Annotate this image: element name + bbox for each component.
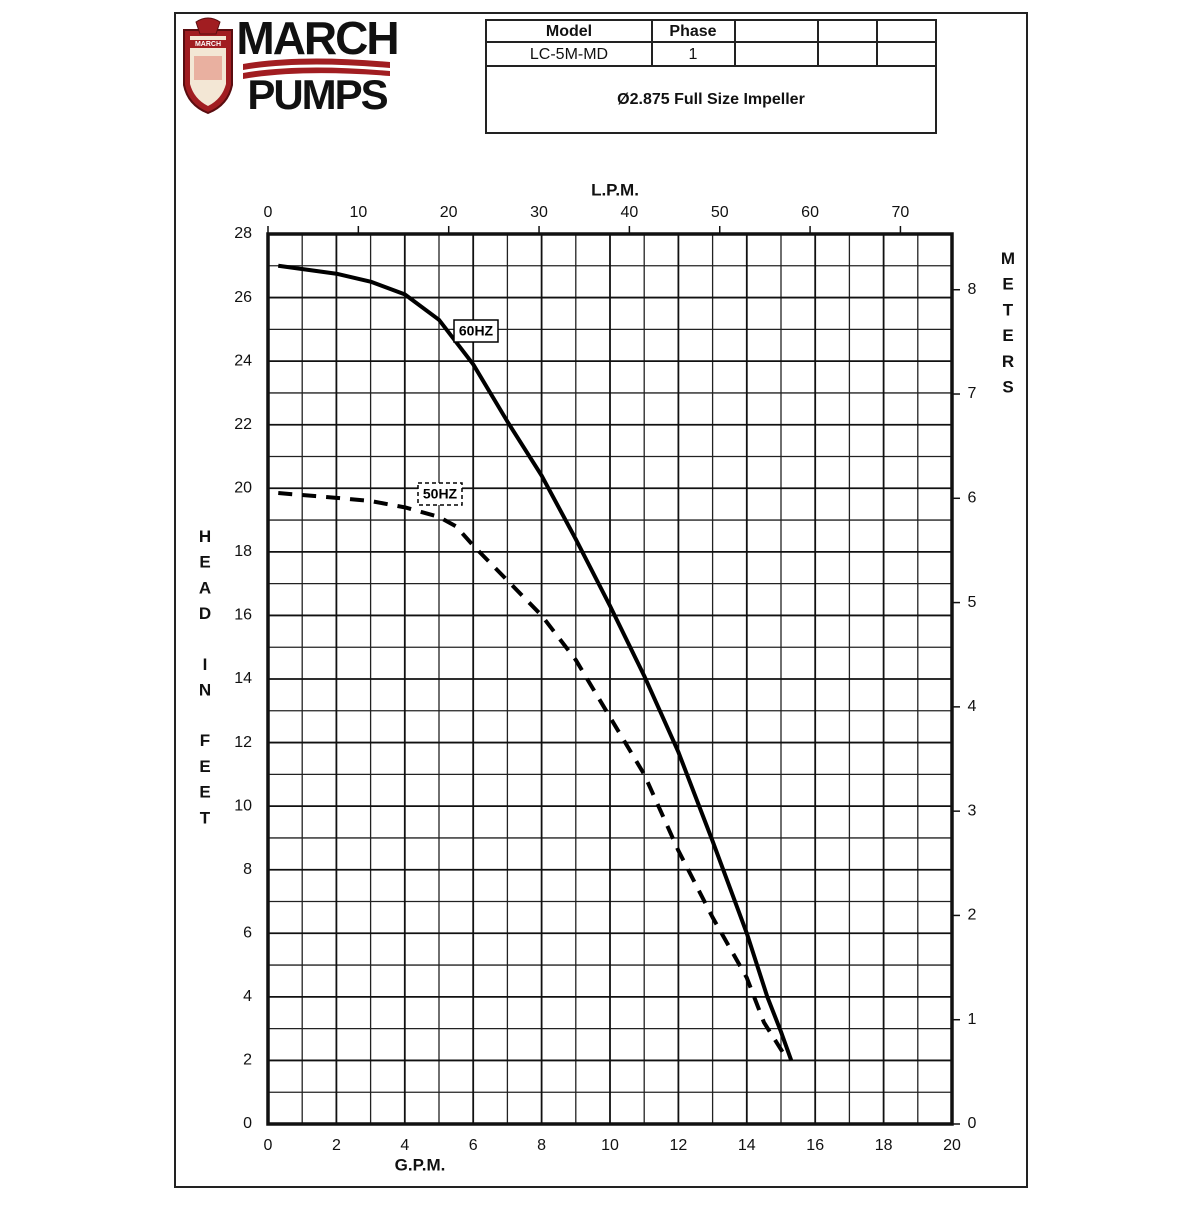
legend-label: 60HZ — [459, 323, 494, 339]
x-tick-label: 8 — [537, 1137, 546, 1154]
x-tick-label: 2 — [332, 1137, 341, 1154]
legend-box — [417, 482, 463, 506]
x-tick-label: 6 — [469, 1137, 478, 1154]
x-tick-label: 16 — [806, 1137, 824, 1154]
info-table — [485, 19, 937, 134]
y-tick-label: 6 — [243, 925, 252, 942]
x-tick-label: 18 — [875, 1137, 893, 1154]
impeller-note: Ø2.875 Full Size Impeller — [617, 91, 805, 108]
y-tick-label: 22 — [234, 416, 252, 433]
y2-tick-label: 6 — [968, 490, 977, 507]
curve — [277, 263, 794, 1062]
legend-box — [453, 319, 499, 343]
y-tick-label: 2 — [243, 1052, 252, 1069]
curve — [278, 491, 790, 1062]
x2-tick-label: 40 — [620, 204, 638, 221]
y2-tick-label: 5 — [968, 594, 977, 611]
x2-tick-label: 60 — [801, 204, 819, 221]
y-tick-label: 18 — [234, 543, 252, 560]
logo-text: MARCH — [236, 12, 397, 64]
x2-tick-label: 10 — [349, 204, 367, 221]
y2-tick-label: 7 — [968, 385, 977, 402]
x2-tick-label: 30 — [530, 204, 548, 221]
table-header: Model — [546, 23, 592, 40]
x2-tick-label: 20 — [440, 204, 458, 221]
y-tick-label: 26 — [234, 289, 252, 306]
frame — [174, 12, 1028, 1188]
x2-tick-label: 50 — [711, 204, 729, 221]
x-tick-label: 0 — [264, 1137, 273, 1154]
x2-tick-label: 70 — [892, 204, 910, 221]
y-tick-label: 20 — [234, 480, 252, 497]
x-axis-title: G.P.M. — [395, 1155, 446, 1174]
y2-tick-label: 8 — [968, 281, 977, 298]
y-tick-label: 14 — [234, 670, 252, 687]
x-tick-label: 20 — [943, 1137, 961, 1154]
x2-axis-title: L.P.M. — [591, 180, 639, 199]
y-tick-label: 16 — [234, 607, 252, 624]
y2-tick-label: 2 — [968, 907, 977, 924]
y2-tick-label: 0 — [968, 1115, 977, 1132]
legend-label: 50HZ — [423, 486, 458, 502]
x2-tick-label: 0 — [264, 204, 273, 221]
logo-text: PUMPS — [247, 71, 387, 118]
table-cell: 1 — [689, 46, 698, 63]
y-tick-label: 4 — [243, 988, 252, 1005]
plot-border — [266, 232, 954, 1126]
x-tick-label: 12 — [670, 1137, 688, 1154]
table-cell: LC-5M-MD — [530, 46, 608, 63]
y-tick-label: 12 — [234, 734, 252, 751]
y-tick-label: 8 — [243, 861, 252, 878]
y-tick-label: 28 — [234, 225, 252, 242]
y2-tick-label: 4 — [968, 698, 977, 715]
x-tick-label: 4 — [400, 1137, 409, 1154]
x-tick-label: 10 — [601, 1137, 619, 1154]
y-tick-label: 24 — [234, 352, 252, 369]
y2-tick-label: 1 — [968, 1011, 977, 1028]
logo: MARCH MARCH PUMPS — [183, 12, 400, 118]
x-tick-label: 14 — [738, 1137, 756, 1154]
y2-tick-label: 3 — [968, 802, 977, 819]
y-tick-label: 10 — [234, 797, 252, 814]
table-header: Phase — [669, 23, 716, 40]
y-tick-label: 0 — [243, 1115, 252, 1132]
svg-text:MARCH: MARCH — [195, 41, 221, 48]
